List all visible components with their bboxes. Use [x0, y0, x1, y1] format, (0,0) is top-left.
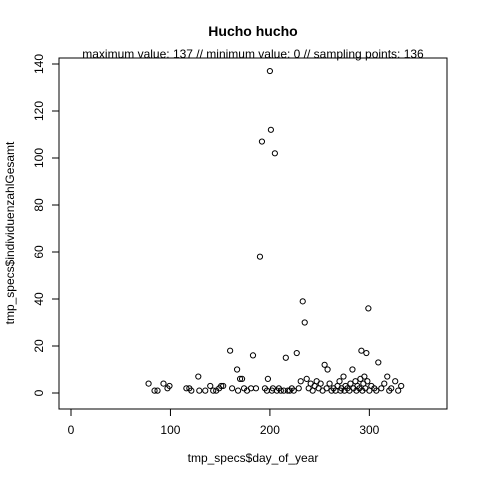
data-point: [321, 361, 328, 368]
y-axis: 0 20 40 60 80 100 120 140: [32, 54, 59, 396]
y-tick-label: 60: [32, 245, 46, 259]
data-point: [290, 387, 297, 394]
data-point: [264, 375, 272, 382]
data-point: [381, 380, 388, 387]
x-tick-label: 100: [160, 423, 180, 437]
y-tick-label: 40: [32, 292, 46, 306]
data-point: [282, 354, 289, 361]
data-point: [256, 253, 264, 260]
data-point: [293, 349, 300, 357]
data-points: [145, 67, 405, 394]
data-point: [188, 387, 195, 394]
y-tick-label: 80: [32, 198, 46, 212]
data-point: [323, 385, 330, 392]
data-point: [196, 387, 203, 394]
data-point: [234, 387, 242, 394]
x-axis-label: tmp_specs$day_of_year: [188, 451, 319, 465]
data-point: [166, 382, 173, 390]
data-point: [303, 375, 310, 382]
data-point: [395, 387, 402, 394]
y-tick-label: 100: [32, 148, 46, 168]
data-point: [202, 387, 209, 394]
y-tick-label: 20: [32, 339, 46, 353]
data-point: [388, 385, 395, 392]
x-axis: 0 100 200 300: [68, 409, 380, 437]
data-point: [280, 387, 287, 394]
data-point: [358, 347, 365, 354]
data-point: [375, 359, 382, 366]
data-point: [392, 378, 399, 385]
data-point: [384, 373, 391, 380]
data-point: [398, 382, 405, 390]
data-point: [183, 385, 190, 392]
data-point: [324, 366, 331, 373]
data-point: [249, 352, 257, 359]
data-point: [301, 319, 308, 326]
plot-frame: [58, 57, 448, 410]
data-point: [326, 380, 333, 387]
data-point: [160, 380, 167, 387]
data-point: [207, 382, 214, 390]
x-tick-label: 300: [359, 423, 379, 437]
data-point: [297, 378, 304, 385]
data-point: [252, 385, 260, 392]
data-point: [295, 385, 302, 392]
data-point: [363, 349, 370, 357]
data-point: [195, 373, 202, 380]
data-point: [229, 385, 236, 392]
data-point: [210, 387, 217, 394]
data-point: [227, 347, 234, 354]
chart-subtitle: maximum value: 137 // minimum value: 0 /…: [82, 47, 424, 61]
data-point: [145, 380, 152, 387]
data-point: [233, 366, 241, 373]
data-point: [277, 387, 284, 394]
data-point: [340, 373, 347, 380]
y-axis-label: tmp_specs$individuenzahlGesamt: [3, 141, 17, 324]
data-point: [271, 150, 278, 157]
data-point: [299, 298, 306, 305]
chart-title: Hucho hucho: [208, 23, 297, 39]
data-point: [220, 382, 227, 390]
data-point: [151, 387, 158, 394]
y-tick-label: 120: [32, 101, 46, 121]
data-point: [364, 378, 371, 385]
data-point: [365, 305, 372, 312]
data-point: [373, 387, 380, 394]
data-point: [378, 385, 385, 392]
data-point: [347, 380, 354, 387]
data-point: [236, 375, 244, 382]
data-point: [317, 380, 324, 387]
data-point: [238, 375, 246, 382]
y-tick-label: 0: [32, 389, 46, 396]
data-point: [218, 382, 225, 390]
x-tick-label: 200: [260, 423, 280, 437]
data-point: [266, 67, 274, 75]
data-point: [154, 387, 161, 394]
data-point: [336, 378, 343, 385]
data-point: [349, 366, 356, 373]
data-point: [258, 138, 266, 145]
y-tick-label: 140: [32, 54, 46, 74]
data-point: [361, 373, 368, 380]
x-tick-label: 0: [68, 423, 75, 437]
data-point: [267, 126, 274, 133]
